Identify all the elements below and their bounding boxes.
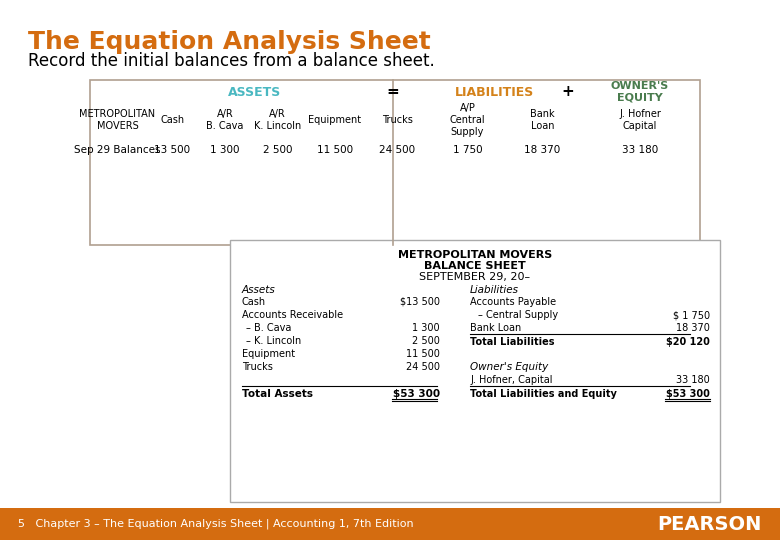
Bar xyxy=(90,80,700,245)
Text: $20 120: $20 120 xyxy=(666,337,710,347)
Text: Equipment: Equipment xyxy=(242,349,295,359)
Text: Liabilities: Liabilities xyxy=(470,285,519,295)
Text: ASSETS: ASSETS xyxy=(229,85,282,98)
Text: 33 180: 33 180 xyxy=(676,375,710,385)
Text: Equipment: Equipment xyxy=(308,115,362,125)
Text: Owner's Equity: Owner's Equity xyxy=(470,362,548,372)
Text: 11 500: 11 500 xyxy=(406,349,440,359)
Text: Total Liabilities: Total Liabilities xyxy=(470,337,555,347)
Text: +: + xyxy=(561,84,574,99)
Text: 18 370: 18 370 xyxy=(676,323,710,333)
Text: Trucks: Trucks xyxy=(242,362,273,372)
Text: Assets: Assets xyxy=(242,285,276,295)
Text: J. Hofner
Capital: J. Hofner Capital xyxy=(619,109,661,131)
Bar xyxy=(0,508,780,540)
Text: J. Hofner, Capital: J. Hofner, Capital xyxy=(470,375,552,385)
Text: 2 500: 2 500 xyxy=(412,336,440,346)
Text: Sep 29 Balances: Sep 29 Balances xyxy=(74,145,161,155)
Text: A/R
K. Lincoln: A/R K. Lincoln xyxy=(254,109,301,131)
Text: 1 750: 1 750 xyxy=(452,145,482,155)
Text: Accounts Payable: Accounts Payable xyxy=(470,297,556,307)
Text: SEPTEMBER 29, 20–: SEPTEMBER 29, 20– xyxy=(420,272,530,282)
Text: $ 1 750: $ 1 750 xyxy=(673,310,710,320)
Text: 1 300: 1 300 xyxy=(211,145,239,155)
Text: Cash: Cash xyxy=(242,297,266,307)
Text: Cash: Cash xyxy=(161,115,185,125)
Text: Trucks: Trucks xyxy=(382,115,413,125)
Text: 5   Chapter 3 – The Equation Analysis Sheet | Accounting 1, 7th Edition: 5 Chapter 3 – The Equation Analysis Shee… xyxy=(18,519,413,529)
Text: Bank Loan: Bank Loan xyxy=(470,323,521,333)
Text: The Equation Analysis Sheet: The Equation Analysis Sheet xyxy=(28,30,431,54)
Bar xyxy=(230,240,720,502)
Text: Bank
Loan: Bank Loan xyxy=(530,109,555,131)
Text: Record the initial balances from a balance sheet.: Record the initial balances from a balan… xyxy=(28,52,434,70)
Text: A/R
B. Cava: A/R B. Cava xyxy=(207,109,243,131)
Text: LIABILITIES: LIABILITIES xyxy=(456,85,534,98)
Text: 2 500: 2 500 xyxy=(263,145,292,155)
Text: Accounts Receivable: Accounts Receivable xyxy=(242,310,343,320)
Text: $13 500: $13 500 xyxy=(400,297,440,307)
Text: 13 500: 13 500 xyxy=(154,145,190,155)
Text: =: = xyxy=(386,84,399,99)
Text: 24 500: 24 500 xyxy=(379,145,416,155)
Text: 33 180: 33 180 xyxy=(622,145,658,155)
Text: BALANCE SHEET: BALANCE SHEET xyxy=(424,261,526,271)
Text: Total Liabilities and Equity: Total Liabilities and Equity xyxy=(470,389,617,399)
Text: Total Assets: Total Assets xyxy=(242,389,313,399)
Text: $53 300: $53 300 xyxy=(393,389,440,399)
Text: – Central Supply: – Central Supply xyxy=(478,310,558,320)
Text: METROPOLITAN MOVERS: METROPOLITAN MOVERS xyxy=(398,250,552,260)
Text: 24 500: 24 500 xyxy=(406,362,440,372)
Text: A/P
Central
Supply: A/P Central Supply xyxy=(450,103,485,137)
Text: – B. Cava: – B. Cava xyxy=(246,323,292,333)
Text: PEARSON: PEARSON xyxy=(658,515,762,534)
Text: – K. Lincoln: – K. Lincoln xyxy=(246,336,301,346)
Text: METROPOLITAN
MOVERS: METROPOLITAN MOVERS xyxy=(80,109,155,131)
Text: 11 500: 11 500 xyxy=(317,145,353,155)
Text: $53 300: $53 300 xyxy=(666,389,710,399)
Text: 1 300: 1 300 xyxy=(413,323,440,333)
Text: 18 370: 18 370 xyxy=(524,145,561,155)
Text: OWNER'S
EQUITY: OWNER'S EQUITY xyxy=(611,81,669,103)
